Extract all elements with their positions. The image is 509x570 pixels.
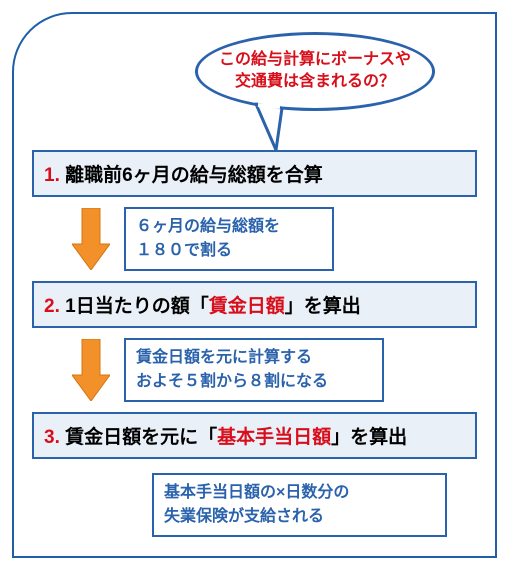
note-2-line1: 賃金日額を元に計算する	[136, 349, 312, 366]
step-2-box: 2. 1日当たりの額「賃金日額」を算出	[32, 281, 477, 328]
bubble-line2: 交通費は含まれるの？	[235, 73, 395, 90]
step-3-before: 賃金日額を元に「	[65, 427, 217, 448]
final-note-box: 基本手当日額の×日数分の 失業保険が支給される	[152, 473, 447, 537]
note-1-line2: １８０で割る	[136, 242, 232, 259]
down-arrow-icon	[72, 208, 110, 270]
note-1-box: ６ヶ月の給与総額を １８０で割る	[124, 207, 334, 271]
final-note-line2: 失業保険が支給される	[164, 508, 324, 525]
step-3-after: 」を算出	[331, 427, 407, 448]
step-2-number: 2.	[44, 296, 60, 317]
bubble-line1: この給与計算にボーナスや	[219, 51, 411, 68]
note-1-line1: ６ヶ月の給与総額を	[136, 218, 280, 235]
final-note-line1: 基本手当日額の×日数分の	[164, 484, 349, 501]
note-2-line2: およそ５割から８割になる	[136, 373, 328, 390]
step-1-text: 離職前6ヶ月の給与総額を合算	[65, 165, 323, 186]
step-3-number: 3.	[44, 427, 60, 448]
step-3-keyword: 基本手当日額	[217, 427, 331, 448]
step-2-after: 」を算出	[285, 296, 361, 317]
step-1-box: 1. 離職前6ヶ月の給与総額を合算	[32, 150, 477, 197]
transition-2: 賃金日額を元に計算する およそ５割から８割になる	[72, 338, 477, 402]
down-arrow-icon	[72, 339, 110, 401]
flow-container: この給与計算にボーナスや 交通費は含まれるの？ 1. 離職前6ヶ月の給与総額を合…	[12, 12, 497, 558]
bubble-tail-icon	[248, 102, 288, 152]
step-2-keyword: 賃金日額	[209, 296, 285, 317]
step-1-number: 1.	[44, 165, 60, 186]
speech-bubble: この給与計算にボーナスや 交通費は含まれるの？	[195, 32, 435, 111]
step-3-box: 3. 賃金日額を元に「基本手当日額」を算出	[32, 412, 477, 459]
step-2-before: 1日当たりの額「	[65, 296, 209, 317]
transition-1: ６ヶ月の給与総額を １８０で割る	[72, 207, 477, 271]
note-2-box: 賃金日額を元に計算する およそ５割から８割になる	[124, 338, 384, 402]
